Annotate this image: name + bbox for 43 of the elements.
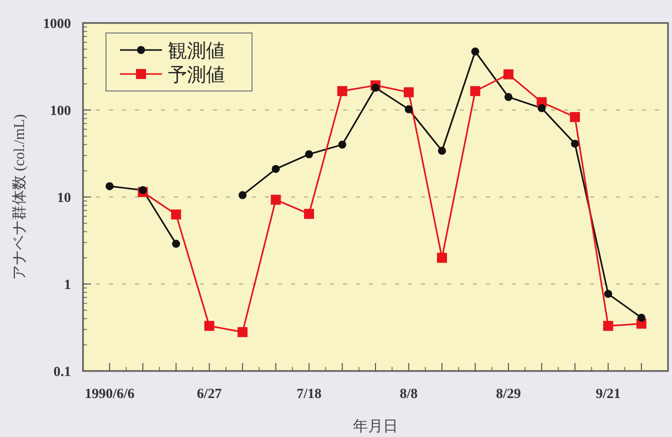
legend-label: 観測値 [168, 41, 225, 62]
point [604, 290, 612, 298]
point [404, 87, 414, 98]
y-tick-label: 1000 [43, 17, 71, 32]
point [305, 150, 314, 158]
point [238, 191, 247, 200]
point [172, 240, 180, 248]
point [436, 252, 447, 263]
point [404, 105, 413, 114]
point [570, 140, 579, 148]
y-tick-label: 100 [50, 104, 71, 119]
point [272, 164, 280, 173]
point [637, 314, 646, 322]
x-tick-label: 8/8 [400, 387, 418, 402]
point [470, 86, 480, 96]
x-tick-label: 6/27 [196, 387, 222, 402]
point [338, 140, 346, 149]
point [304, 208, 314, 219]
x-tick-label: 7/18 [296, 387, 322, 402]
x-tick-label: 9/21 [596, 387, 621, 402]
x-axis-title: 年月日 [353, 418, 398, 435]
point [337, 86, 348, 96]
point [570, 112, 580, 122]
y-tick-label: 10 [57, 191, 71, 206]
point [504, 93, 512, 102]
y-tick-label: 1 [64, 278, 71, 293]
legend-label: 予測値 [168, 65, 225, 86]
x-tick-label: 8/29 [496, 387, 521, 402]
point [372, 84, 380, 92]
point [270, 194, 281, 205]
point [138, 186, 147, 194]
point [603, 320, 614, 331]
point [238, 327, 248, 338]
x-tick-label: 1990/6/6 [84, 387, 134, 402]
point [503, 69, 514, 80]
point [538, 104, 546, 112]
point [204, 320, 214, 331]
y-tick-label: 0.1 [54, 365, 71, 380]
point [471, 48, 480, 56]
point [171, 209, 182, 220]
point [106, 182, 114, 190]
y-axis-title: アナベナ群体数 (col./mL) [11, 114, 28, 280]
point [438, 146, 446, 155]
